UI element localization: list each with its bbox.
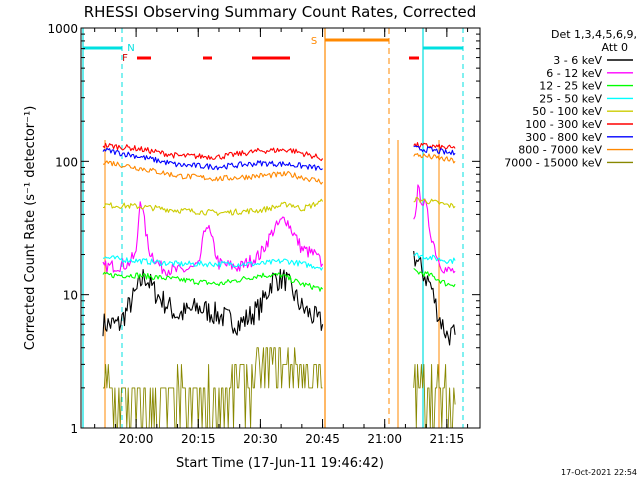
- series-8: [103, 347, 456, 429]
- series-line-7: [413, 153, 456, 164]
- legend-label: 25 - 50 keV: [539, 92, 602, 105]
- y-tick-label: 100: [55, 155, 78, 169]
- series-6: [102, 145, 456, 171]
- series-line-1: [413, 184, 456, 274]
- y-tick-label: 1: [70, 422, 78, 436]
- legend-label: 300 - 800 keV: [525, 131, 602, 144]
- legend-label: 3 - 6 keV: [553, 54, 602, 67]
- x-tick-label: 20:45: [305, 432, 340, 446]
- x-axis-label: Start Time (17-Jun-11 19:46:42): [176, 456, 384, 471]
- series-7: [102, 153, 456, 185]
- series-line-8: [413, 363, 456, 429]
- legend-label: 6 - 12 keV: [546, 67, 602, 80]
- chart-title: RHESSI Observing Summary Count Rates, Co…: [84, 3, 477, 21]
- y-tick-label: 1000: [47, 22, 78, 36]
- legend-label: 12 - 25 keV: [539, 80, 602, 93]
- legend-label: 50 - 100 keV: [532, 105, 602, 118]
- series-line-6: [413, 145, 456, 156]
- y-axis-label: Corrected Count Rate (s⁻¹ detector⁻¹): [23, 106, 38, 351]
- series-line-5: [413, 142, 456, 151]
- y-tick-label: 10: [63, 289, 78, 303]
- series-4: [102, 196, 456, 216]
- flag-label-s: S: [311, 36, 317, 47]
- series-0: [102, 250, 456, 346]
- series-2: [102, 267, 456, 292]
- series-line-2: [102, 271, 324, 292]
- x-tick-label: 20:00: [119, 432, 154, 446]
- series-line-0: [413, 250, 456, 346]
- plot-frame: [80, 27, 481, 429]
- x-tick-label: 21:15: [430, 432, 465, 446]
- series-line-1: [102, 201, 324, 277]
- series-line-7: [102, 160, 324, 185]
- series-line-8: [103, 347, 323, 429]
- series-5: [102, 142, 456, 162]
- legend-label: 100 - 300 keV: [525, 118, 602, 131]
- x-tick-label: 20:30: [243, 432, 278, 446]
- x-tick-label: 20:15: [181, 432, 216, 446]
- series-line-4: [413, 196, 456, 209]
- legend-header-line-2: Att 0: [602, 41, 628, 54]
- series-line-5: [102, 142, 324, 162]
- series-3: [102, 252, 456, 271]
- legend-label: 7000 - 15000 keV: [504, 156, 602, 169]
- flag-label-n: N: [127, 43, 134, 54]
- flag-label-f: F: [122, 53, 128, 64]
- footer-date: 17-Oct-2021 22:54: [561, 468, 637, 477]
- legend-header-line-1: Det 1,3,4,5,6,9,: [551, 28, 637, 41]
- x-tick-label: 21:00: [367, 432, 402, 446]
- series-line-3: [102, 255, 324, 271]
- series-line-3: [413, 252, 456, 265]
- series-line-4: [102, 198, 324, 216]
- legend-label: 800 - 7000 keV: [518, 144, 602, 157]
- series-line-0: [102, 268, 324, 337]
- series-line-2: [413, 267, 456, 288]
- series-line-6: [102, 147, 323, 171]
